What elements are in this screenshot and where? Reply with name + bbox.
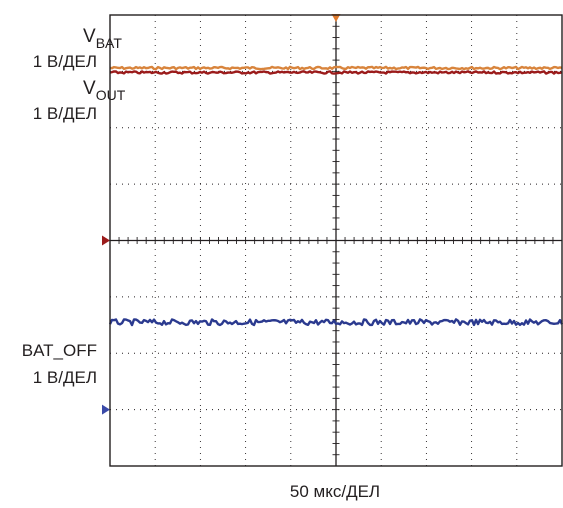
batoff-label: BAT_OFF 1 В/ДЕЛ — [22, 341, 97, 387]
vbat-scale: 1 В/ДЕЛ — [33, 52, 97, 71]
trigger-marker — [331, 14, 341, 22]
batoff-scale: 1 В/ДЕЛ — [33, 368, 97, 387]
channel-markers — [102, 14, 341, 415]
x-axis-label: 50 мкс/ДЕЛ — [290, 482, 380, 501]
batoff-trace — [108, 318, 563, 327]
svg-text:VBAT: VBAT — [83, 26, 122, 51]
vbat-trace — [109, 65, 563, 71]
vbat-label-sub: BAT — [96, 35, 123, 51]
vout-label: VOUT 1 В/ДЕЛ — [33, 78, 126, 123]
vout-trace — [109, 70, 563, 75]
vbat-label-name: V — [83, 26, 96, 47]
ch1-ground-marker — [102, 235, 110, 246]
svg-text:VOUT: VOUT — [83, 78, 126, 103]
ch2-ground-marker — [102, 404, 110, 415]
plot-frame — [109, 14, 563, 467]
vbat-label: VBAT 1 В/ДЕЛ — [33, 26, 123, 71]
vout-label-name: V — [83, 78, 96, 99]
traces — [108, 65, 563, 327]
batoff-label-name: BAT_OFF — [22, 341, 97, 360]
vout-scale: 1 В/ДЕЛ — [33, 104, 97, 123]
plot-grid — [110, 15, 562, 466]
